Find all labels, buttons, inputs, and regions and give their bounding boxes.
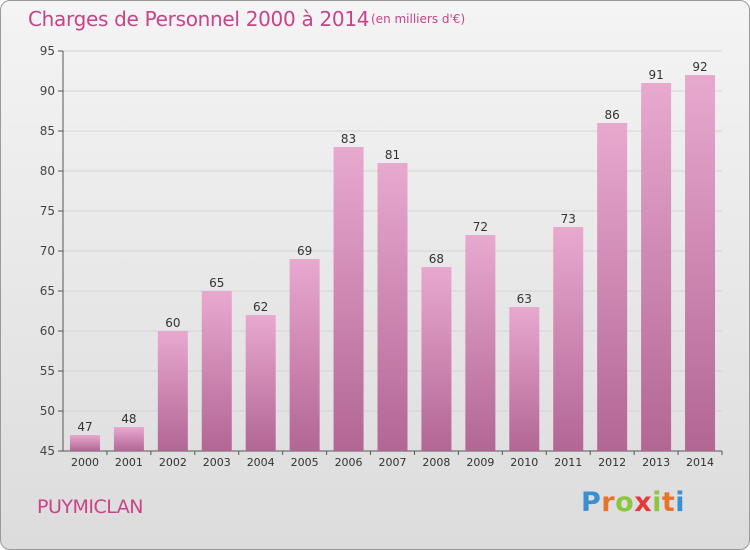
bar-2008 xyxy=(421,267,452,451)
logo-letter: x xyxy=(634,487,653,518)
x-tick-label-2003: 2003 xyxy=(203,456,231,469)
bar-2010 xyxy=(509,307,540,451)
data-label-2008: 68 xyxy=(429,252,444,266)
y-tick-label: 50 xyxy=(40,404,55,418)
logo-letter: P xyxy=(581,487,602,518)
y-tick-label: 55 xyxy=(40,364,55,378)
bar-2011 xyxy=(553,227,584,451)
bar-2003 xyxy=(201,291,232,451)
bar-2005 xyxy=(289,259,320,451)
y-tick-label: 95 xyxy=(40,44,55,58)
x-tick-label-2012: 2012 xyxy=(598,456,626,469)
proxiti-logo[interactable]: Proxiti xyxy=(581,487,685,518)
data-label-2000: 47 xyxy=(77,420,92,434)
tick-labels: 45 50 55 60 65 70 75 80 85 90 95 2000 2001 2002 2003 20… xyxy=(40,44,714,469)
x-tick-label-2002: 2002 xyxy=(159,456,187,469)
y-tick-label: 85 xyxy=(40,124,55,138)
x-tick-label-2001: 2001 xyxy=(115,456,143,469)
logo-letter: o xyxy=(615,487,635,518)
data-label-2009: 72 xyxy=(473,220,488,234)
x-tick-label-2013: 2013 xyxy=(642,456,670,469)
bar-2000 xyxy=(69,435,100,451)
y-tick-label: 65 xyxy=(40,284,55,298)
data-label-2011: 73 xyxy=(561,212,576,226)
x-tick-label-2007: 2007 xyxy=(379,456,407,469)
y-tick-label: 90 xyxy=(40,84,55,98)
bar-2009 xyxy=(465,235,496,451)
x-tick-label-2004: 2004 xyxy=(247,456,275,469)
data-label-2002: 60 xyxy=(165,316,180,330)
chart-unit: (en milliers d'€) xyxy=(371,12,466,26)
logo-letter: i xyxy=(652,487,662,518)
bar-2001 xyxy=(113,427,144,451)
bar-2013 xyxy=(641,83,672,451)
y-tick-label: 70 xyxy=(40,244,55,258)
y-tick-label: 45 xyxy=(40,444,55,458)
logo-letter: r xyxy=(601,487,616,518)
logo-letter: i xyxy=(675,487,686,518)
bar-2006 xyxy=(333,147,364,451)
x-tick-label-2000: 2000 xyxy=(71,456,99,469)
commune-name: PUYMICLAN xyxy=(37,496,143,518)
bar-2012 xyxy=(597,123,628,451)
y-tick-label: 60 xyxy=(40,324,55,338)
data-label-2010: 63 xyxy=(517,292,532,306)
data-label-2012: 86 xyxy=(605,108,620,122)
bar-2004 xyxy=(245,315,276,451)
x-tick-label-2011: 2011 xyxy=(554,456,582,469)
logo-letter: t xyxy=(661,487,676,518)
data-label-2003: 65 xyxy=(209,276,224,290)
bar-2007 xyxy=(377,163,408,451)
data-labels: 47 48 60 65 62 69 83 81 68 72 63 73 86 91 92 xyxy=(77,60,707,434)
x-tick-label-2009: 2009 xyxy=(466,456,494,469)
data-label-2005: 69 xyxy=(297,244,312,258)
data-label-2004: 62 xyxy=(253,300,268,314)
x-tick-label-2006: 2006 xyxy=(335,456,363,469)
data-label-2006: 83 xyxy=(341,132,356,146)
x-tick-label-2008: 2008 xyxy=(422,456,450,469)
x-tick-label-2005: 2005 xyxy=(291,456,319,469)
y-tick-label: 80 xyxy=(40,164,55,178)
data-label-2001: 48 xyxy=(121,412,136,426)
data-label-2007: 81 xyxy=(385,148,400,162)
bar-2014 xyxy=(685,75,716,451)
bars xyxy=(69,75,716,451)
data-label-2014: 92 xyxy=(692,60,707,74)
chart-title: Charges de Personnel 2000 à 2014 xyxy=(28,7,370,31)
data-label-2013: 91 xyxy=(648,68,663,82)
bar-2002 xyxy=(157,331,188,451)
y-tick-label: 75 xyxy=(40,204,55,218)
x-tick-label-2010: 2010 xyxy=(510,456,538,469)
x-tick-label-2014: 2014 xyxy=(686,456,714,469)
